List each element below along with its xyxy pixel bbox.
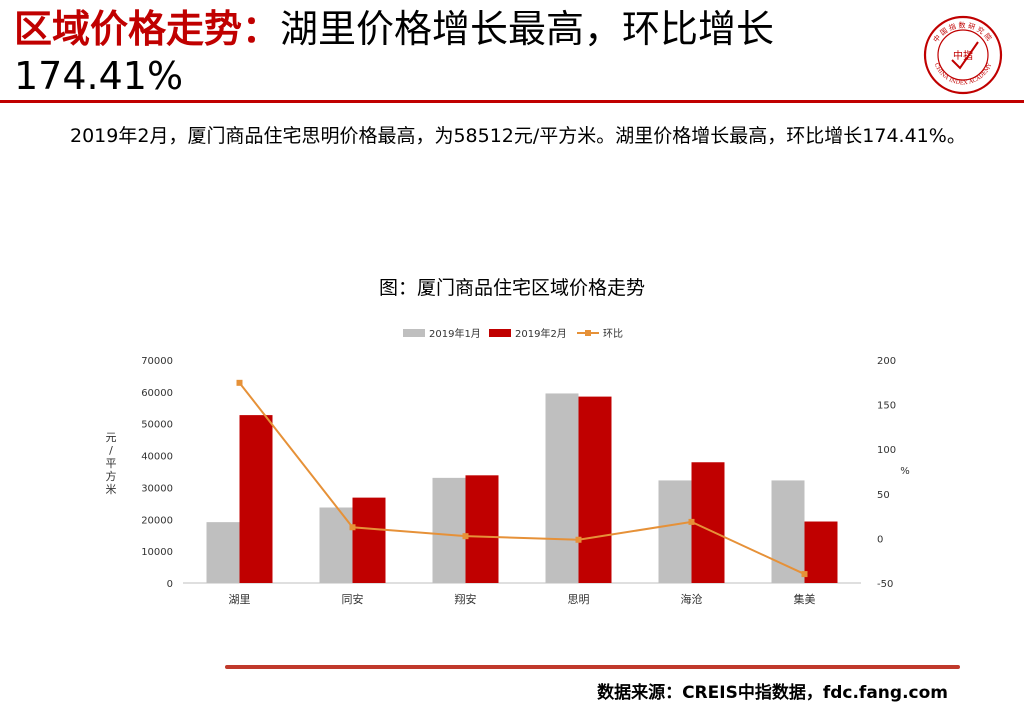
mom-point: [575, 536, 582, 543]
bar-feb: [239, 415, 273, 583]
x-tick-label: 海沧: [681, 592, 703, 606]
y2-axis-label: %: [900, 466, 910, 477]
bar-jan: [771, 480, 805, 583]
bar-jan: [319, 507, 353, 583]
legend-label: 环比: [603, 328, 623, 340]
x-tick-label: 湖里: [229, 593, 251, 606]
title-divider: [0, 100, 1024, 103]
bar-jan: [432, 477, 466, 583]
data-source: 数据来源：CREIS中指数据，fdc.fang.com: [597, 683, 948, 703]
bar-jan: [658, 480, 692, 583]
y2-tick-label: 200: [877, 356, 896, 367]
y2-tick-label: 100: [877, 445, 896, 456]
bar-feb: [352, 497, 386, 583]
y-axis-label-char: 米: [106, 483, 117, 496]
y-tick-label: 50000: [141, 420, 173, 431]
bar-jan: [206, 522, 240, 583]
y-tick-label: 30000: [141, 483, 173, 494]
bottom-divider: [225, 665, 960, 669]
mom-line: [238, 382, 805, 575]
y2-tick-label: 50: [877, 490, 890, 501]
china-index-academy-logo: 中指 CHINA INDEX ACADEMY 中国指数研究院: [923, 15, 1003, 95]
y-tick-label: 40000: [141, 452, 173, 463]
logo-center-text: 中指: [953, 49, 973, 62]
legend-swatch: [489, 329, 511, 337]
y2-tick-label: -50: [877, 579, 893, 590]
y-axis-label-char: 元: [106, 431, 117, 444]
y-tick-label: 0: [167, 579, 173, 590]
y-tick-label: 20000: [141, 515, 173, 526]
mom-point: [801, 571, 808, 578]
y-axis-label-char: 方: [106, 469, 117, 483]
x-tick-label: 同安: [342, 592, 364, 606]
y-axis-label-char: 平: [106, 457, 117, 470]
title-colon: ：: [242, 7, 281, 51]
mom-point: [236, 379, 243, 386]
y-tick-label: 60000: [141, 388, 173, 399]
y-tick-label: 10000: [141, 547, 173, 558]
bar-feb: [804, 521, 838, 583]
mom-point: [688, 518, 695, 525]
bar-jan: [545, 393, 579, 583]
bar-feb: [578, 396, 612, 583]
legend-swatch-marker: [585, 330, 591, 336]
x-tick-label: 翔安: [455, 592, 477, 606]
mom-point: [462, 533, 469, 540]
title-accent: 区域价格走势: [14, 7, 243, 51]
legend-swatch: [403, 329, 425, 337]
y2-tick-label: 150: [877, 401, 896, 412]
y2-tick-label: 0: [877, 534, 883, 545]
title-rest: 湖里价格增长最高，环比增长174.41%: [14, 7, 775, 98]
mom-point: [349, 524, 356, 531]
bar-feb: [465, 475, 499, 583]
summary-text: 2019年2月，厦门商品住宅思明价格最高，为58512元/平方米。湖里价格增长最…: [70, 125, 966, 147]
page-title: 区域价格走势：湖里价格增长最高，环比增长174.41%: [14, 6, 894, 100]
chart-title: 图：厦门商品住宅区域价格走势: [378, 277, 645, 299]
bar-feb: [691, 462, 725, 583]
x-tick-label: 集美: [794, 592, 816, 606]
x-tick-label: 思明: [568, 593, 590, 606]
legend-label: 2019年1月: [429, 327, 481, 340]
legend-label: 2019年2月: [515, 327, 567, 340]
y-axis-label-char: /: [109, 444, 113, 457]
y-tick-label: 70000: [141, 356, 173, 367]
